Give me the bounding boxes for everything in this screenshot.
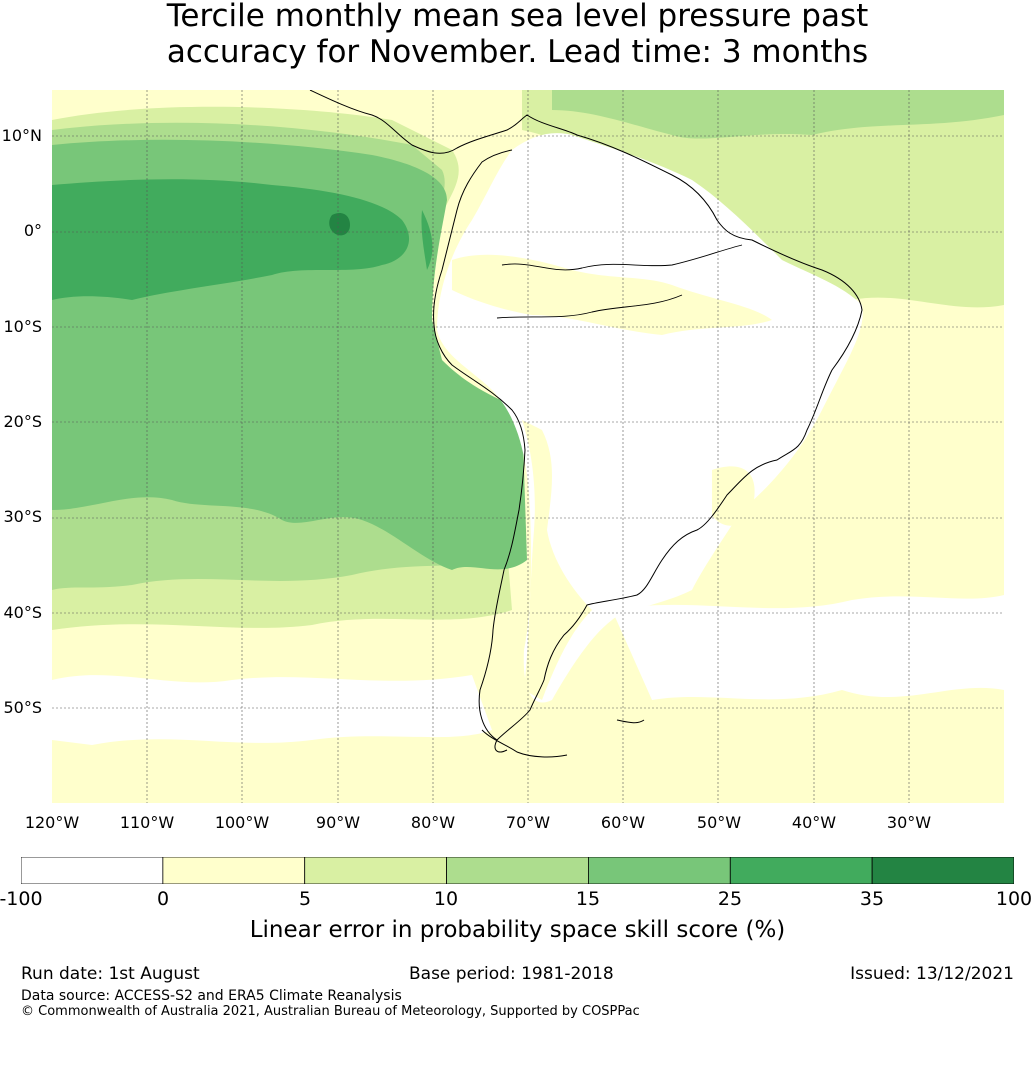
band-10-15-northeast: [552, 90, 1004, 139]
colorbar-bin-25-35: [729, 857, 873, 884]
amazon-yellow-patch: [452, 254, 772, 335]
data-source: Data source: ACCESS-S2 and ERA5 Climate …: [21, 988, 402, 1004]
lat-label-30s: 30°S: [3, 507, 42, 526]
issued-date: Issued: 13/12/2021: [850, 964, 1014, 984]
colorbar-bin--100-0: [21, 857, 164, 884]
colorbar-tick-10: 10: [433, 888, 459, 910]
skill-score-map: [52, 90, 1004, 803]
colorbar-tick-25: 25: [717, 888, 743, 910]
copyright: © Commonwealth of Australia 2021, Austra…: [21, 1004, 640, 1019]
base-period: Base period: 1981-2018: [409, 964, 614, 984]
graticule: [52, 90, 1004, 803]
amazon-river: [496, 244, 743, 319]
lat-label-50s: 50°S: [3, 698, 42, 717]
lon-label-90w: 90°W: [315, 813, 361, 832]
west-coast-yellow-strip: [522, 420, 592, 700]
colorbar-tick-minus100: -100: [0, 888, 43, 910]
colorbar-bin-0-5: [162, 857, 306, 884]
lon-label-80w: 80°W: [410, 813, 456, 832]
lon-label-40w: 40°W: [791, 813, 837, 832]
lat-label-10n: 10°N: [1, 126, 42, 145]
southern-brazil-yellow: [712, 466, 755, 526]
colorbar-tick-35: 35: [859, 888, 885, 910]
lat-label-0: 0°: [23, 221, 42, 240]
band-25-35-east: [421, 210, 433, 270]
lon-label-50w: 50°W: [696, 813, 742, 832]
colorbar-tick-15: 15: [575, 888, 601, 910]
white-zone-south-pacific: [52, 675, 492, 745]
map-title: Tercile monthly mean sea level pressure …: [0, 0, 1035, 70]
lat-label-20s: 20°S: [3, 412, 42, 431]
band-25-35-equatorial: [52, 179, 410, 300]
band-5-10-northeast: [522, 90, 1004, 308]
colorbar-tick-5: 5: [298, 888, 312, 910]
lon-label-120w: 120°W: [24, 813, 80, 832]
band-35-100-patch: [329, 213, 350, 236]
colorbar-bin-15-25: [588, 857, 731, 884]
lat-label-10s: 10°S: [3, 317, 42, 336]
run-date: Run date: 1st August: [21, 964, 200, 984]
lon-label-100w: 100°W: [214, 813, 270, 832]
tierra-del-fuego-coast: [481, 719, 645, 758]
lon-label-70w: 70°W: [505, 813, 551, 832]
colorbar-tick-0: 0: [156, 888, 170, 910]
white-zone-south-atlantic: [612, 595, 1004, 700]
lon-label-110w: 110°W: [119, 813, 175, 832]
colorbar-tick-100: 100: [995, 888, 1033, 910]
title-line-1: Tercile monthly mean sea level pressure …: [166, 0, 869, 34]
colorbar-label: Linear error in probability space skill …: [249, 917, 786, 943]
colorbar-bin-5-10: [304, 857, 447, 884]
lon-label-30w: 30°W: [886, 813, 932, 832]
lat-label-40s: 40°S: [3, 603, 42, 622]
title-line-2: accuracy for November. Lead time: 3 mont…: [166, 34, 869, 70]
colorbar-bin-35-100: [871, 857, 1014, 884]
colorbar-bin-10-15: [446, 857, 589, 884]
colorbar: [21, 857, 1014, 884]
lon-label-60w: 60°W: [600, 813, 646, 832]
south-america-coastline: [309, 90, 863, 753]
